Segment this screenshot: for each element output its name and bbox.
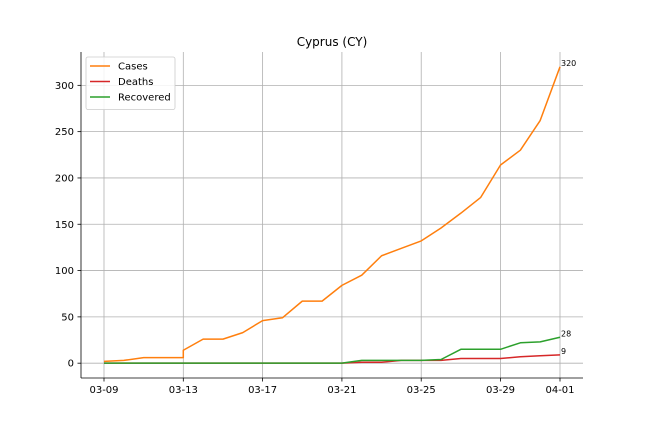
y-tick-label: 100 xyxy=(55,266,74,277)
x-tick-label: 03-29 xyxy=(486,385,515,396)
x-tick-label: 03-25 xyxy=(407,385,436,396)
end-label-cases: 320 xyxy=(561,59,576,68)
end-label-deaths: 9 xyxy=(561,347,566,356)
y-tick-label: 50 xyxy=(61,312,74,323)
x-tick-label: 03-21 xyxy=(327,385,356,396)
y-tick-label: 250 xyxy=(55,127,74,138)
axes: 03-09 03-13 03-17 03-21 03-25 03-29 04-01 0 50 10… xyxy=(55,52,583,396)
legend-label-recovered: Recovered xyxy=(118,93,171,104)
legend-label-deaths: Deaths xyxy=(118,77,153,88)
x-tick-label: 04-01 xyxy=(545,385,574,396)
y-tick-label: 0 xyxy=(68,359,74,370)
series-line-recovered xyxy=(104,336,561,364)
series-lines xyxy=(103,66,561,364)
grid xyxy=(81,52,583,378)
x-tick-label: 03-09 xyxy=(89,385,118,396)
chart-title: Cyprus (CY) xyxy=(297,35,368,49)
y-tick-label: 150 xyxy=(55,220,74,231)
x-tick-label: 03-13 xyxy=(169,385,198,396)
series-line-deaths xyxy=(104,354,561,364)
labels: 320 9 28 xyxy=(561,59,576,356)
y-tick-label: 200 xyxy=(55,173,74,184)
legend-label-cases: Cases xyxy=(118,62,148,73)
x-tick-label: 03-17 xyxy=(248,385,277,396)
legend: Cases Deaths Recovered xyxy=(85,56,176,110)
y-tick-label: 300 xyxy=(55,81,74,92)
end-label-recovered: 28 xyxy=(561,329,571,338)
series-line-cases xyxy=(103,66,561,363)
